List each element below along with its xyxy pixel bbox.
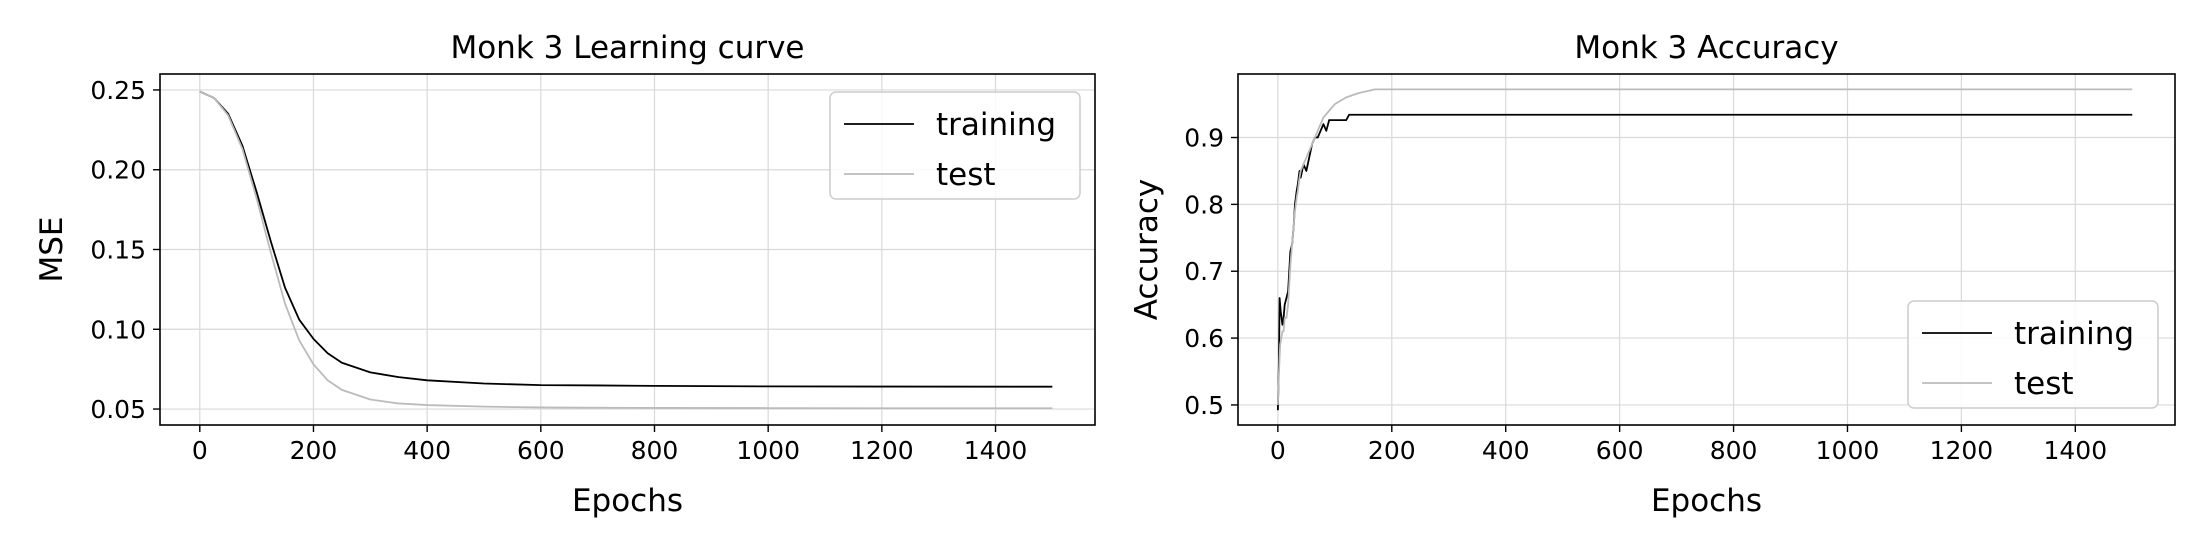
y-tick-label: 0.6	[1184, 324, 1224, 353]
axes-frame	[1237, 73, 2176, 426]
x-tick-label: 0	[192, 436, 208, 465]
x-tick-label: 400	[1482, 436, 1530, 465]
legend-box	[1907, 300, 2159, 409]
y-tick-label: 0.10	[90, 315, 146, 344]
x-tick-label: 1400	[964, 436, 1028, 465]
y-tick-label: 0.9	[1184, 124, 1224, 153]
x-tick-label: 1000	[1816, 436, 1880, 465]
x-tick-label: 1000	[736, 436, 800, 465]
legend-label-training: training	[936, 107, 1056, 143]
x-tick-label: 600	[1596, 436, 1644, 465]
y-tick-label: 0.7	[1184, 257, 1224, 286]
x-tick-label: 0	[1270, 436, 1286, 465]
x-tick-label: 1400	[2044, 436, 2108, 465]
series-line-test	[1276, 88, 2133, 405]
x-tick-label: 200	[290, 436, 338, 465]
legend-label-training: training	[2014, 316, 2134, 352]
series-line-training	[199, 90, 1053, 388]
chart-2: 0 200 400 600 800 1000 1200 1400 0.5 0.6 0.7 0.8 0.9…	[1129, 30, 2176, 519]
y-tick-label: 0.25	[90, 76, 146, 105]
y-axis-label: Accuracy	[1129, 179, 1165, 321]
chart-1: 0 200 400 600 800 1000 1200 1400 0.05 0.10 0.15 0.2…	[34, 30, 1096, 519]
legend-label-test: test	[2014, 366, 2074, 402]
y-axis-label: MSE	[34, 216, 70, 282]
y-tick-label: 0.15	[90, 236, 146, 265]
legend-box	[829, 91, 1081, 200]
legend-label-test: test	[936, 157, 996, 193]
x-tick-label: 1200	[850, 436, 914, 465]
x-tick-label: 400	[403, 436, 451, 465]
y-tick-label: 0.20	[90, 156, 146, 185]
x-tick-label: 1200	[1930, 436, 1994, 465]
series-line-test	[199, 90, 1053, 410]
chart-title: Monk 3 Accuracy	[1574, 30, 1838, 66]
x-axis-label: Epochs	[1651, 483, 1762, 519]
x-tick-label: 800	[631, 436, 679, 465]
y-tick-label: 0.05	[90, 395, 146, 424]
chart-title: Monk 3 Learning curve	[450, 30, 804, 66]
x-axis-label: Epochs	[572, 483, 683, 519]
x-tick-label: 200	[1368, 436, 1416, 465]
legend: training test	[1907, 300, 2159, 409]
x-tick-label: 800	[1710, 436, 1758, 465]
y-tick-label: 0.8	[1184, 190, 1224, 219]
x-tick-label: 600	[517, 436, 565, 465]
legend: training test	[829, 91, 1081, 200]
y-tick-label: 0.5	[1184, 391, 1224, 420]
